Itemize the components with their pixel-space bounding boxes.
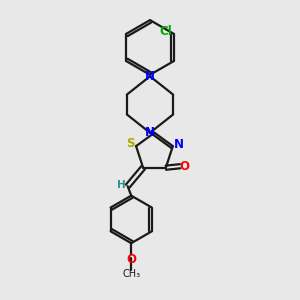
Text: O: O (179, 160, 190, 173)
Text: CH₃: CH₃ (122, 269, 140, 279)
Text: S: S (126, 137, 134, 150)
Text: H: H (117, 180, 125, 190)
Text: Cl: Cl (159, 25, 172, 38)
Text: O: O (126, 253, 136, 266)
Text: N: N (145, 126, 155, 139)
Text: N: N (174, 138, 184, 151)
Text: N: N (145, 70, 155, 83)
